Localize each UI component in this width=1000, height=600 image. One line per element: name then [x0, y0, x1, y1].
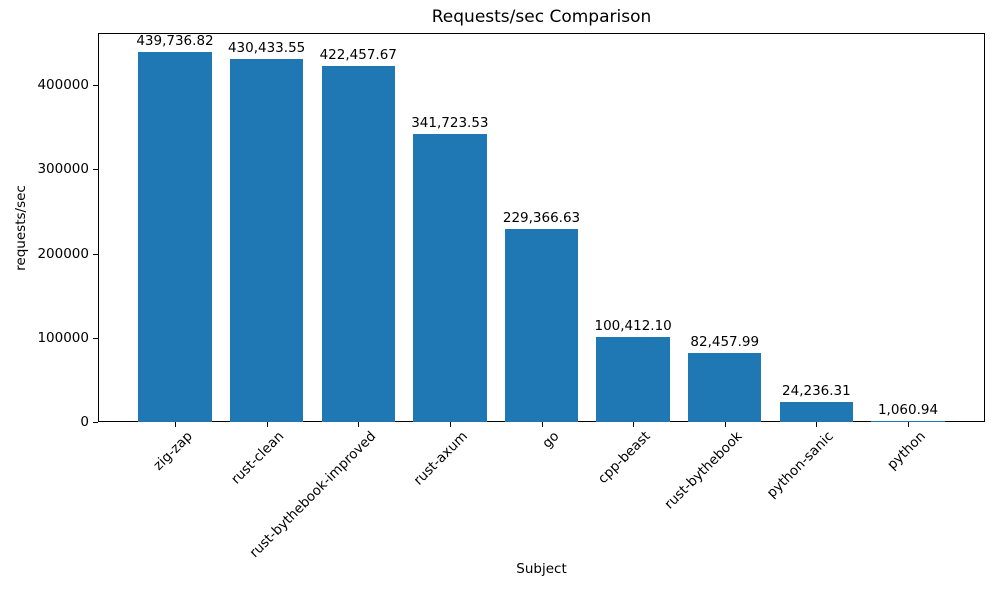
bar-value-label-go: 229,366.63 — [502, 209, 581, 226]
bar-rust-bythebook-improved — [321, 66, 395, 422]
x-tick-mark — [266, 422, 268, 427]
bar-python — [871, 421, 945, 423]
y-tick-mark — [93, 337, 98, 339]
y-axis-label: requests/sec — [13, 185, 29, 271]
x-tick-mark — [816, 422, 818, 427]
x-tick-label-rust-bythebook: rust-bythebook — [661, 428, 746, 513]
bar-rust-axum — [413, 134, 487, 422]
bar-rust-bythebook — [688, 352, 762, 422]
bar-python-sanic — [779, 401, 854, 422]
x-tick-mark — [633, 422, 635, 427]
y-tick-mark — [93, 169, 98, 171]
x-tick-mark — [174, 422, 176, 427]
y-tick-mark — [93, 422, 98, 423]
bar-value-label-rust-bythebook: 82,457.99 — [690, 333, 760, 350]
x-tick-mark — [358, 422, 360, 427]
y-tick-label: 300000 — [37, 161, 89, 178]
bar-value-label-rust-bythebook-improved: 422,457.67 — [319, 47, 397, 64]
x-tick-label-rust-axum: rust-axum — [410, 428, 471, 489]
y-tick-label: 0 — [80, 414, 89, 430]
x-tick-label-cpp-beast: cpp-beast — [595, 428, 654, 487]
bar-zig-zap — [138, 51, 212, 422]
x-tick-label-rust-clean: rust-clean — [228, 428, 288, 488]
x-tick-label-python: python — [883, 428, 929, 474]
x-tick-mark — [908, 422, 910, 427]
x-tick-mark — [541, 422, 543, 427]
bar-value-label-zig-zap: 439,736.82 — [136, 32, 214, 49]
x-tick-label-python-sanic: python-sanic — [764, 428, 838, 502]
y-tick-label: 200000 — [37, 245, 89, 262]
bar-value-label-rust-clean: 430,433.55 — [227, 40, 306, 57]
bar-value-label-python: 1,060.94 — [877, 402, 939, 419]
x-tick-label-go: go — [538, 428, 563, 452]
bar-value-label-cpp-beast: 100,412.10 — [594, 318, 672, 335]
chart-title: Requests/sec Comparison — [431, 7, 652, 27]
y-tick-label: 100000 — [37, 329, 89, 346]
bar-go — [504, 228, 579, 422]
x-tick-label-zig-zap: zig-zap — [150, 428, 196, 474]
bar-rust-clean — [229, 59, 304, 422]
bar-value-label-rust-axum: 341,723.53 — [411, 115, 489, 132]
bar-cpp-beast — [596, 337, 670, 422]
y-tick-label: 400000 — [37, 77, 89, 93]
x-tick-mark — [449, 422, 451, 427]
x-axis-label: Subject — [516, 561, 567, 577]
bar-value-label-python-sanic: 24,236.31 — [782, 382, 851, 399]
y-tick-mark — [93, 85, 98, 86]
y-tick-mark — [93, 253, 98, 255]
x-tick-mark — [724, 422, 726, 427]
